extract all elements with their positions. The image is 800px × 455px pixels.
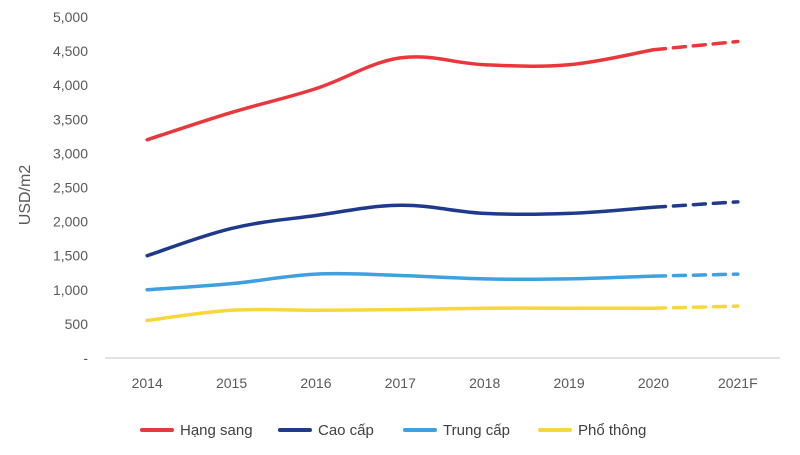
legend-item: Phổ thông — [538, 422, 646, 439]
x-tick-label: 2020 — [638, 375, 669, 391]
y-tick-label: 1,500 — [53, 248, 88, 264]
x-tick-label: 2019 — [553, 375, 584, 391]
x-tick-label: 2015 — [216, 375, 247, 391]
y-tick-labels: - 500 1,000 1,500 2,000 2,500 3,000 3,500 4,000 4… — [53, 9, 88, 366]
series-3 — [145, 304, 740, 323]
legend-label: Cao cấp — [318, 422, 374, 439]
legend-label: Phổ thông — [578, 422, 646, 439]
series-line-actual — [145, 203, 656, 258]
y-tick-label: 3,000 — [53, 145, 88, 161]
y-tick-label: 2,500 — [53, 180, 88, 196]
series-line-actual — [145, 47, 656, 142]
x-tick-label: 2014 — [132, 375, 163, 391]
legend-item: Trung cấp — [403, 422, 510, 439]
series-line-actual — [145, 271, 656, 292]
series-0 — [145, 39, 740, 142]
x-tick-labels: 2014 2015 2016 2017 2018 2019 2020 2021F — [132, 375, 758, 391]
legend: Hạng sang Cao cấp Trung cấp Phổ thông — [140, 422, 646, 439]
y-tick-label: 3,500 — [53, 111, 88, 127]
y-tick-label: 1,000 — [53, 282, 88, 298]
y-tick-label: 4,500 — [53, 43, 88, 59]
series-1 — [145, 200, 740, 258]
legend-item: Hạng sang — [140, 422, 253, 439]
y-axis-label: USD/m2 — [17, 165, 34, 226]
series-line-forecast — [651, 304, 740, 310]
y-tick-label: 5,000 — [53, 9, 88, 25]
y-tick-label: 500 — [65, 316, 89, 332]
y-tick-label: - — [83, 350, 88, 366]
series-line-actual — [145, 306, 656, 323]
legend-label: Trung cấp — [443, 422, 510, 439]
x-tick-label: 2018 — [469, 375, 500, 391]
x-tick-label: 2021F — [718, 375, 758, 391]
series-lines — [145, 39, 740, 323]
series-line-forecast — [651, 39, 740, 52]
x-tick-label: 2016 — [300, 375, 331, 391]
legend-item: Cao cấp — [278, 422, 374, 439]
series-2 — [145, 271, 740, 292]
x-tick-label: 2017 — [385, 375, 416, 391]
series-line-forecast — [651, 272, 740, 278]
y-tick-label: 2,000 — [53, 214, 88, 230]
y-tick-label: 4,000 — [53, 77, 88, 93]
series-line-forecast — [651, 200, 740, 210]
legend-label: Hạng sang — [180, 422, 253, 439]
